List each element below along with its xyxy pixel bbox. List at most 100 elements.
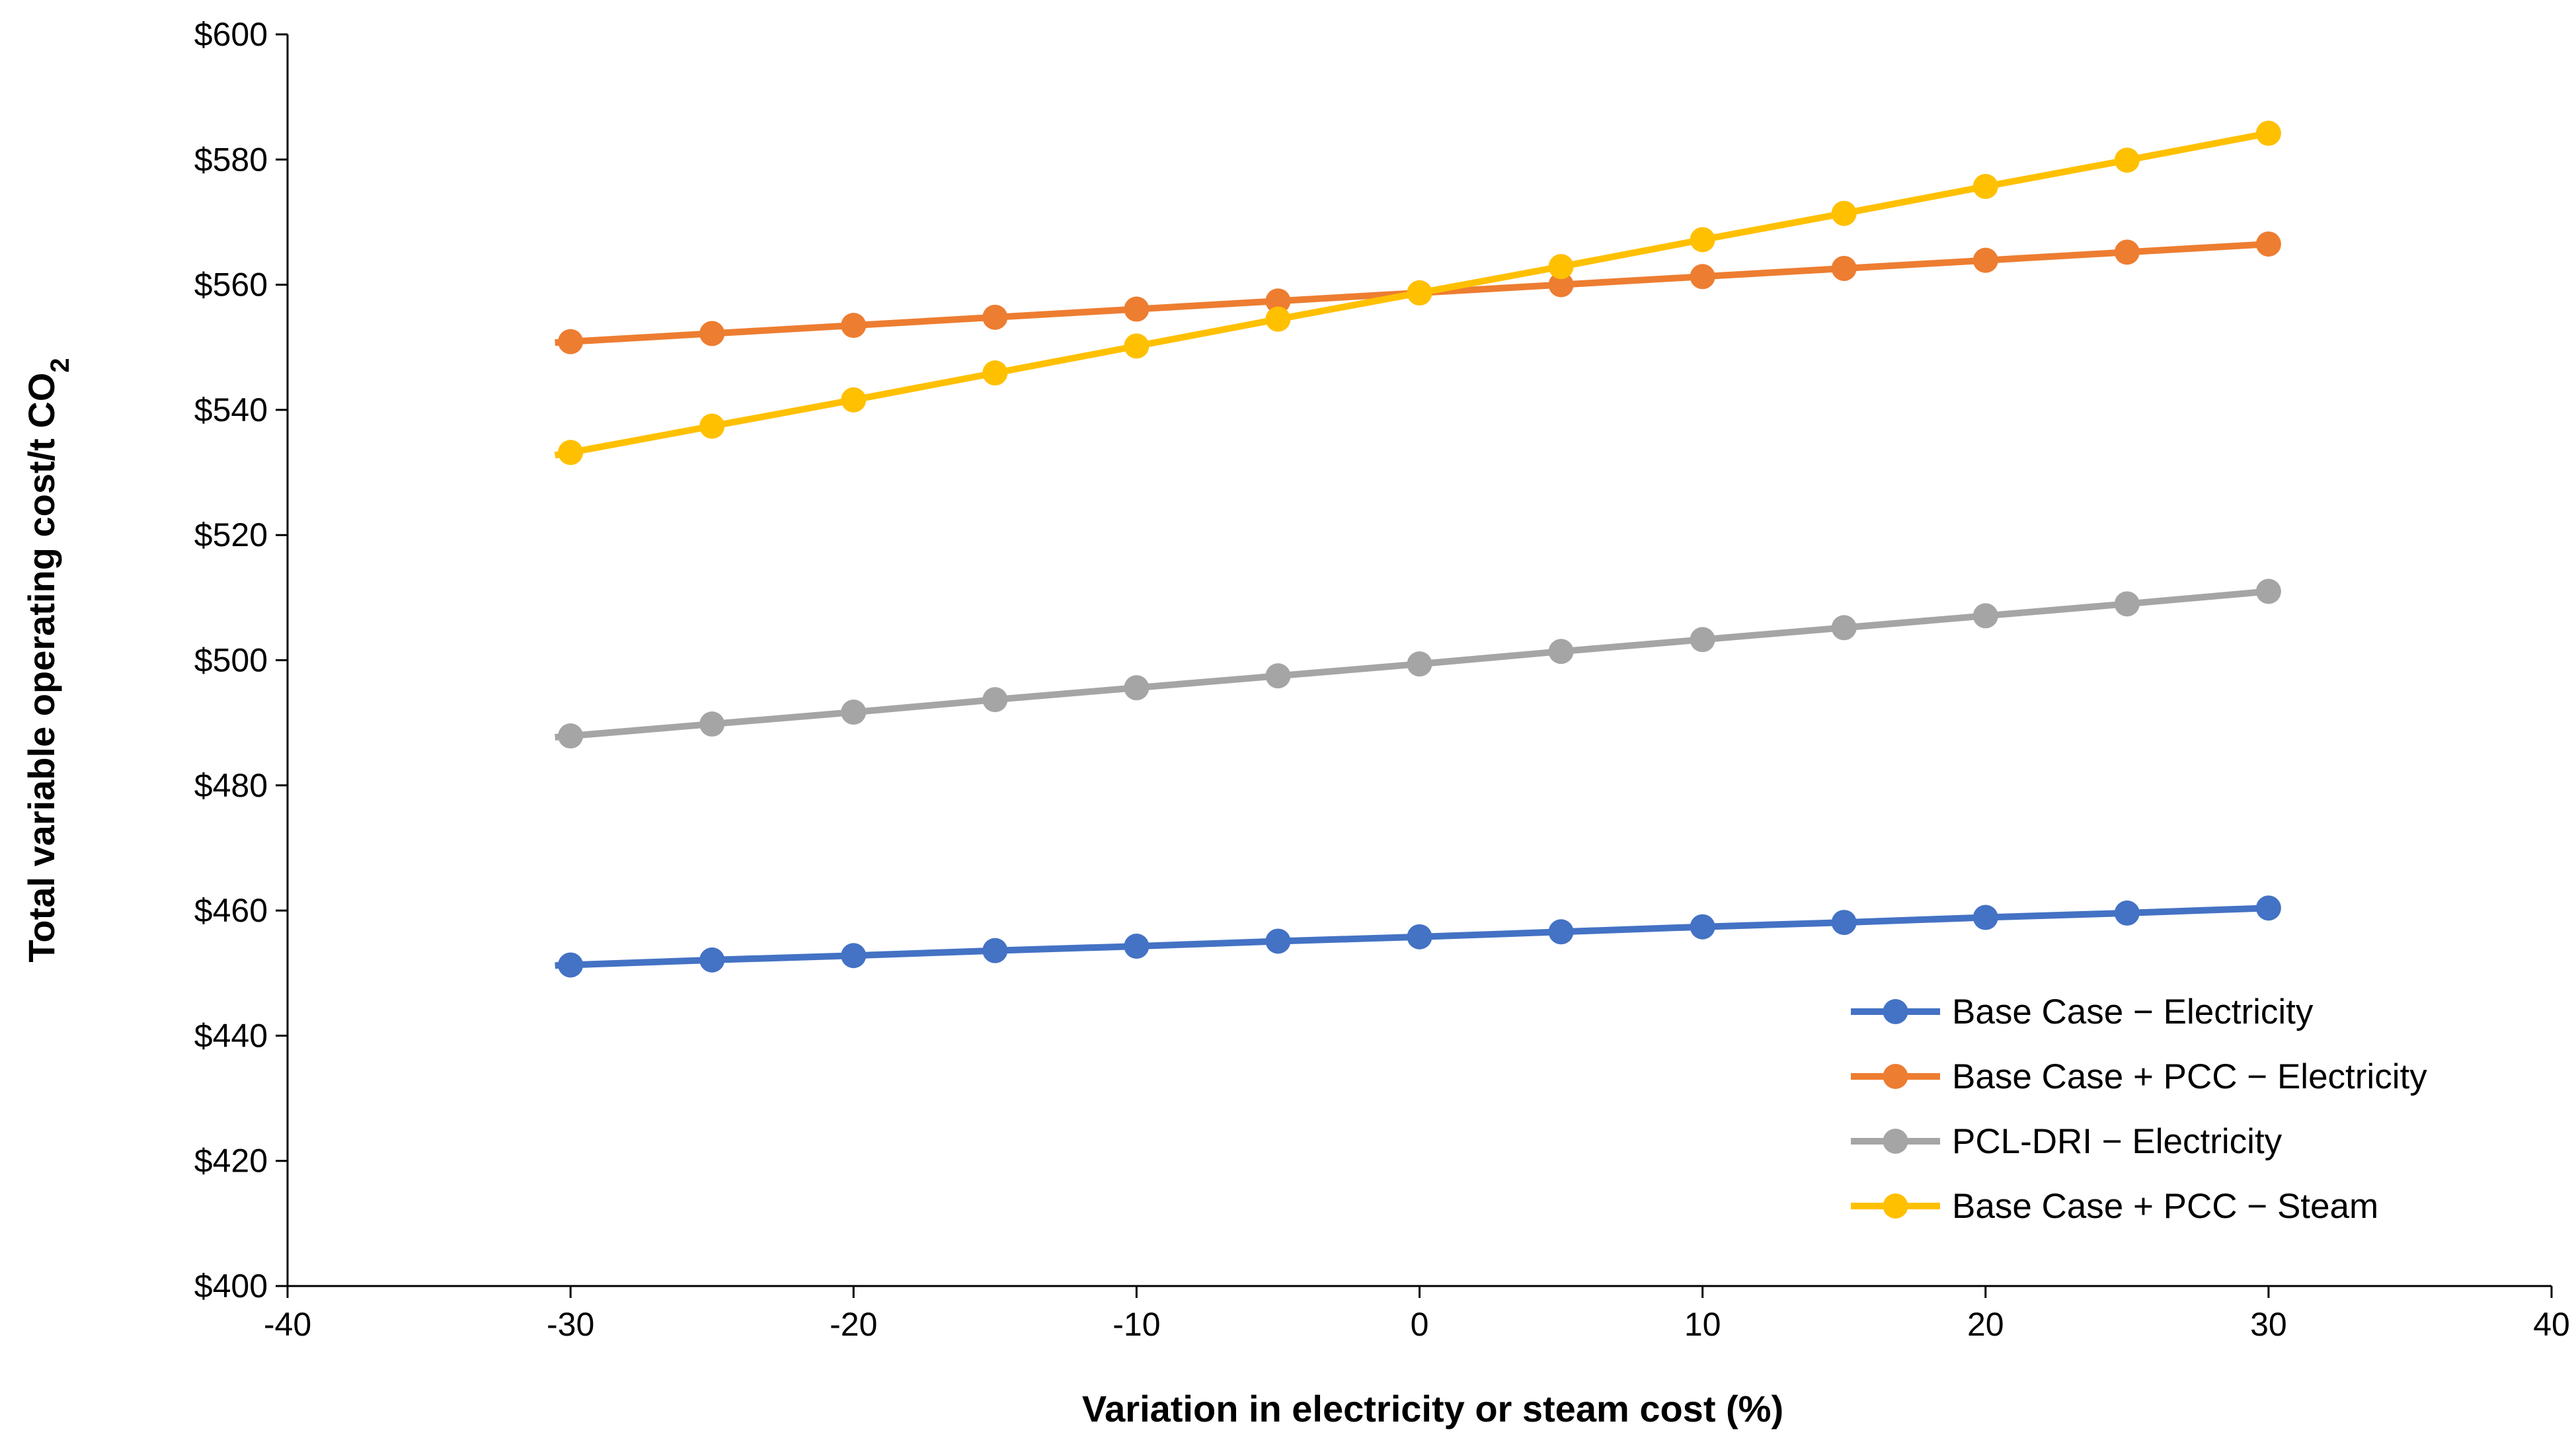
series-group <box>554 120 2281 978</box>
data-point <box>558 952 584 978</box>
series-line <box>555 241 2269 346</box>
legend: Base Case − Electricity Base Case + PCC −… <box>1851 992 2427 1226</box>
legend-item: Base Case + PCC − Steam <box>1851 1187 2378 1226</box>
data-point <box>1548 254 1574 280</box>
legend-label: Base Case + PCC − Steam <box>1952 1187 2378 1226</box>
x-tick-label: -30 <box>547 1306 594 1343</box>
y-tick-label: $400 <box>194 1268 268 1305</box>
data-point <box>1265 288 1291 314</box>
data-point <box>1265 306 1291 332</box>
data-point <box>699 321 725 346</box>
legend-label: Base Case − Electricity <box>1952 992 2314 1031</box>
x-tick-label: 0 <box>1411 1306 1429 1343</box>
legend-label: PCL-DRI − Electricity <box>1952 1122 2283 1161</box>
data-point <box>841 943 867 969</box>
legend-label: Base Case + PCC − Electricity <box>1952 1057 2427 1096</box>
data-point <box>2114 591 2140 617</box>
series-0 <box>555 895 2281 978</box>
y-tick-label: $440 <box>194 1017 268 1054</box>
legend-item: Base Case + PCC − Electricity <box>1851 1057 2427 1096</box>
data-point <box>1690 264 1715 290</box>
y-tick-label: $520 <box>194 516 268 553</box>
data-point <box>1124 934 1150 959</box>
x-axis-ticks: -40 -30 -20 -10 0 10 20 30 40 <box>264 1286 2570 1343</box>
y-tick-label: $580 <box>194 141 268 178</box>
data-point <box>1972 603 1998 629</box>
series-line <box>554 130 2269 459</box>
legend-swatch-marker <box>1883 1193 1908 1219</box>
data-point <box>2255 231 2281 257</box>
series-line <box>555 905 2269 969</box>
y-tick-label: $460 <box>194 892 268 929</box>
data-point <box>841 313 867 339</box>
data-point <box>2114 900 2140 926</box>
data-point <box>1407 651 1432 677</box>
y-tick-label: $500 <box>194 642 268 679</box>
x-tick-label: -20 <box>830 1306 877 1343</box>
data-point <box>1124 333 1150 359</box>
data-point <box>1548 272 1574 298</box>
data-point <box>558 723 584 749</box>
data-point <box>982 360 1008 386</box>
legend-item: Base Case − Electricity <box>1851 992 2314 1031</box>
y-tick-label: $420 <box>194 1143 268 1180</box>
data-point <box>1548 919 1574 945</box>
series-2 <box>555 579 2281 749</box>
x-tick-label: 40 <box>2533 1306 2570 1343</box>
legend-swatch-marker <box>1883 1129 1908 1154</box>
data-point <box>982 938 1008 963</box>
data-point <box>841 700 867 725</box>
data-point <box>1265 663 1291 689</box>
data-point <box>1407 924 1432 949</box>
data-point <box>1690 627 1715 653</box>
data-point <box>1972 173 1998 199</box>
data-point <box>1690 227 1715 253</box>
legend-swatch-marker <box>1883 999 1908 1024</box>
x-tick-label: 10 <box>1684 1306 1721 1343</box>
x-axis-title: Variation in electricity or steam cost (… <box>1082 1388 1783 1430</box>
data-point <box>2114 239 2140 265</box>
series-1 <box>555 231 2281 354</box>
data-point <box>2255 120 2281 146</box>
data-point <box>1972 247 1998 273</box>
legend-swatch-marker <box>1883 1064 1908 1089</box>
y-axis-title-subscript: 2 <box>46 358 75 372</box>
data-point <box>2114 147 2140 173</box>
data-point <box>2255 579 2281 604</box>
data-point <box>841 387 867 413</box>
data-point <box>1548 639 1574 665</box>
data-point <box>982 304 1008 330</box>
y-tick-label: $540 <box>194 391 268 428</box>
x-tick-label: -40 <box>264 1306 311 1343</box>
y-tick-label: $480 <box>194 767 268 804</box>
data-point <box>1124 296 1150 322</box>
data-point <box>1831 615 1857 641</box>
data-point <box>699 947 725 973</box>
x-tick-label: -10 <box>1112 1306 1160 1343</box>
data-point <box>699 413 725 439</box>
y-axis-ticks: $400 $420 $440 $460 $480 $500 $520 $540 $560 $580… <box>194 16 288 1305</box>
data-point <box>1972 905 1998 930</box>
data-point <box>982 687 1008 713</box>
x-tick-label: 20 <box>1967 1306 2004 1343</box>
y-tick-label: $600 <box>194 16 268 53</box>
y-axis-title-main: Total variable operating cost/t CO <box>20 373 62 963</box>
legend-item: PCL-DRI − Electricity <box>1851 1122 2283 1161</box>
y-axis-title: Total variable operating cost/t CO2 <box>20 358 75 962</box>
y-tick-label: $560 <box>194 266 268 303</box>
data-point <box>1407 280 1432 305</box>
data-point <box>1831 200 1857 226</box>
data-point <box>699 711 725 737</box>
series-3 <box>554 120 2281 465</box>
data-point <box>1690 914 1715 940</box>
data-point <box>1831 255 1857 281</box>
data-point <box>558 329 584 354</box>
x-tick-label: 30 <box>2250 1306 2287 1343</box>
data-point <box>1124 675 1150 701</box>
data-point <box>1831 910 1857 936</box>
data-point <box>2255 895 2281 921</box>
data-point <box>558 440 584 465</box>
data-point <box>1265 928 1291 954</box>
